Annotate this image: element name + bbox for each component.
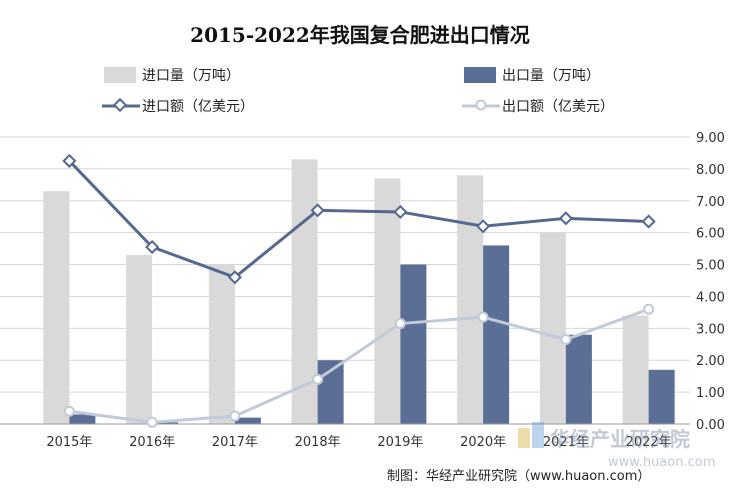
point-import-value [476, 219, 491, 234]
watermark-logo-bar-1 [518, 428, 530, 448]
watermark: 华经产业研究院 www.huaon.com [518, 422, 715, 470]
point-export-value [394, 318, 406, 330]
y-right-tick-label: 1.00 [696, 386, 725, 401]
y-right-tick-label: 2.00 [696, 354, 725, 369]
point-import-value [558, 211, 573, 226]
legend-swatch-export-volume [464, 67, 496, 83]
bar-import-volume [126, 254, 153, 424]
x-tick-label: 2019年 [377, 435, 423, 450]
x-tick-label: 2015年 [46, 435, 92, 450]
legend-label-export-volume: 出口量（万吨） [502, 68, 600, 84]
bar-export-volume [400, 264, 427, 424]
y-axis-right: 0.00 1.00 2.00 3.00 4.00 5.00 6.00 7.00 8.00 9.00 [696, 131, 725, 433]
bar-export-volume [648, 369, 675, 424]
point-import-value [310, 203, 325, 218]
chart-title: 2015-2022年我国复合肥进出口情况 [190, 23, 530, 47]
bar-export-volume [565, 334, 592, 424]
point-export-value [312, 373, 324, 385]
point-export-value [229, 410, 241, 422]
point-export-value [146, 416, 158, 428]
legend-swatch-import-volume [104, 67, 136, 83]
y-right-tick-label: 3.00 [696, 322, 725, 337]
watermark-text: 华经产业研究院 [550, 427, 690, 451]
legend-label-import-volume: 进口量（万吨） [142, 68, 240, 84]
bar-export-volume [152, 422, 179, 424]
bar-export-volume [483, 245, 510, 424]
legend: 进口量（万吨） 出口量（万吨） 进口额（亿美元） 出口额（亿美元） [102, 67, 614, 115]
y-right-tick-label: 0.00 [696, 418, 725, 433]
x-tick-label: 2017年 [212, 435, 258, 450]
legend-marker-export-value [475, 99, 487, 111]
point-export-value [63, 405, 75, 417]
line-export-value [69, 307, 650, 424]
y-right-tick-label: 6.00 [696, 227, 725, 242]
bars [43, 159, 675, 425]
legend-label-import-value: 进口额（亿美元） [142, 99, 254, 115]
bar-import-volume [374, 178, 401, 424]
y-right-tick-label: 9.00 [696, 131, 725, 146]
bar-import-volume [43, 191, 70, 424]
point-export-value [643, 303, 655, 315]
y-right-tick-label: 8.00 [696, 163, 725, 178]
source-note: 制图：华经产业研究院（www.huaon.com） [387, 469, 650, 484]
x-tick-label: 2020年 [460, 435, 506, 450]
watermark-url: www.huaon.com [608, 455, 715, 470]
legend-label-export-value: 出口额（亿美元） [502, 99, 614, 115]
x-tick-label: 2022年 [626, 435, 672, 450]
point-import-value [227, 270, 242, 285]
bar-import-volume [622, 315, 649, 424]
point-import-value [641, 214, 656, 229]
line-import-value [68, 159, 649, 280]
point-import-value [62, 153, 77, 168]
bar-import-volume [457, 175, 484, 424]
x-tick-label: 2021年 [543, 435, 589, 450]
y-right-tick-label: 7.00 [696, 195, 725, 210]
bar-export-volume [69, 414, 96, 424]
bar-export-volume [234, 417, 261, 424]
legend-marker-import-value [112, 97, 128, 113]
x-tick-label: 2016年 [129, 435, 175, 450]
x-tick-label: 2018年 [295, 435, 341, 450]
y-right-tick-label: 5.00 [696, 259, 725, 274]
point-export-value [560, 333, 572, 345]
point-export-value [477, 311, 489, 323]
y-right-tick-label: 4.00 [696, 290, 725, 305]
point-import-value [393, 204, 408, 220]
watermark-logo-bar-2 [532, 422, 544, 448]
lines [62, 153, 656, 428]
bar-import-volume [208, 264, 235, 424]
point-import-value [145, 239, 160, 255]
bar-import-volume [539, 232, 566, 424]
x-axis: 2015年 2016年 2017年 2018年 2019年 2020年 2021年 2022年 [0, 423, 690, 450]
